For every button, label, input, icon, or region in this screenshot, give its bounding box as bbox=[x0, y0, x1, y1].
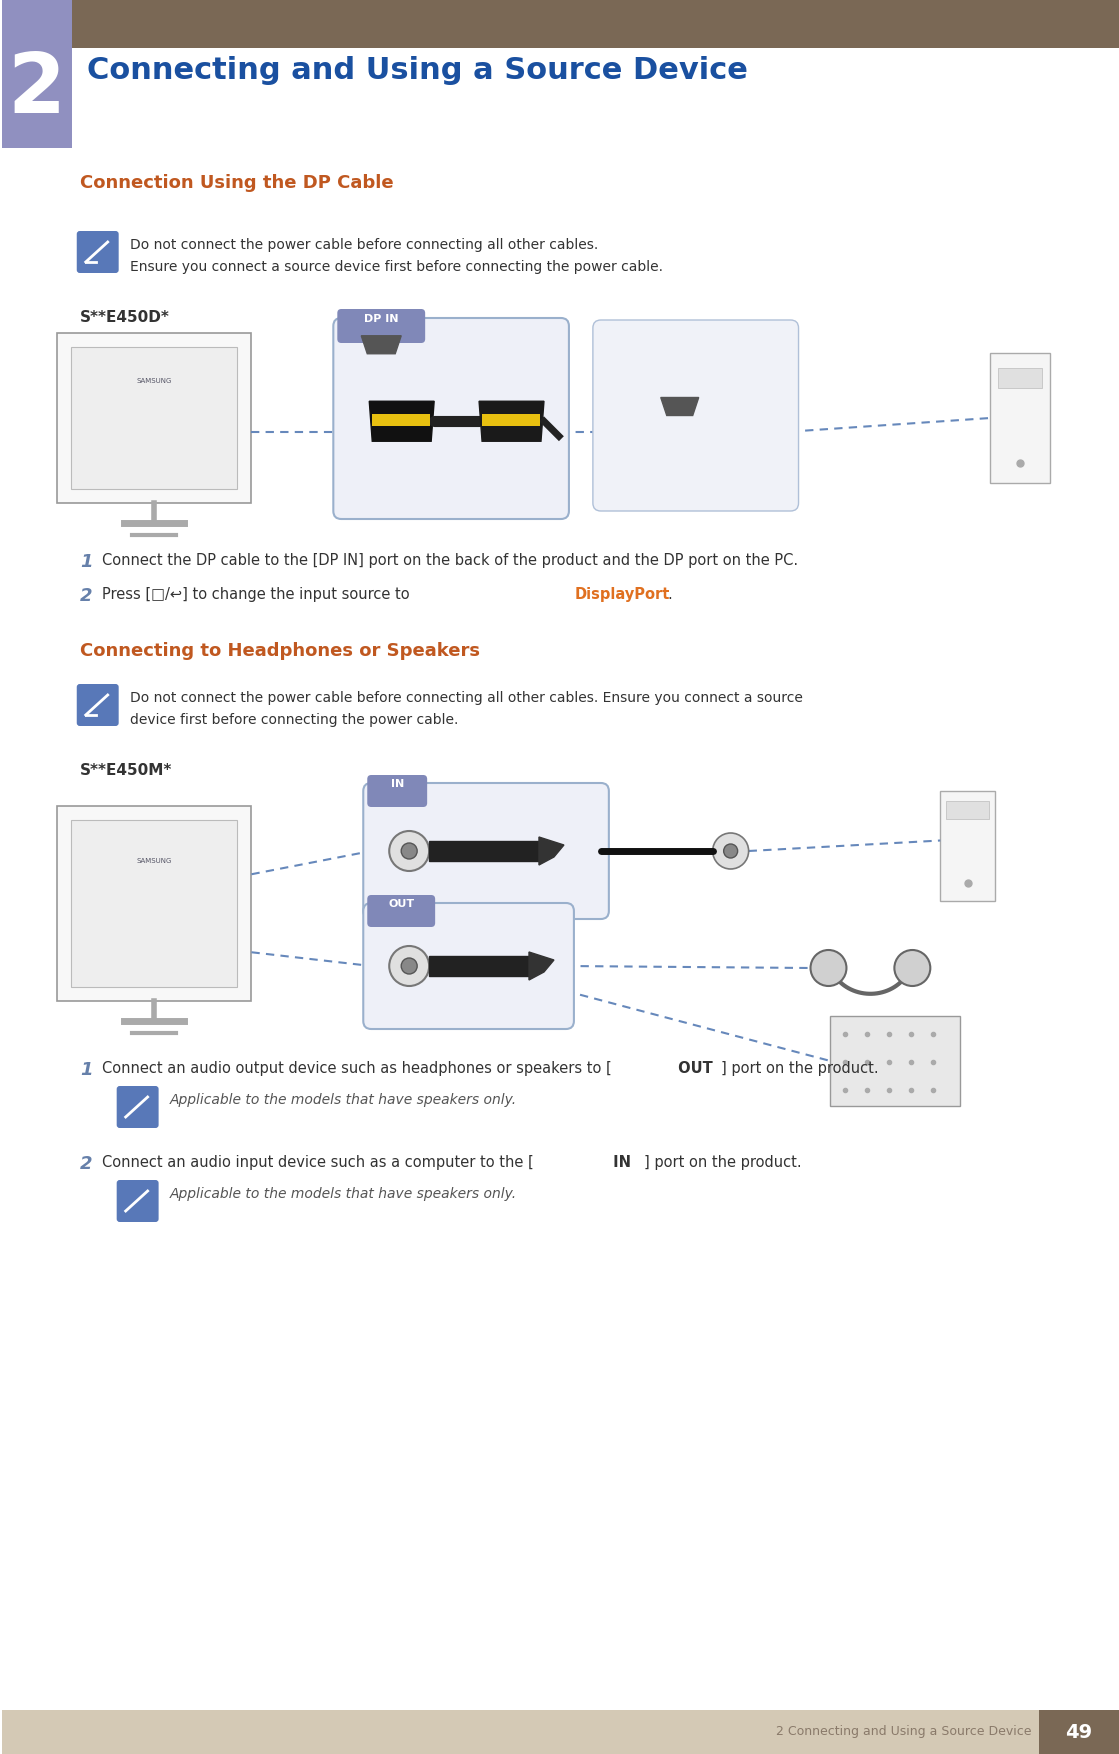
Bar bbox=[482, 414, 540, 426]
Bar bbox=[70, 821, 237, 988]
Text: IN: IN bbox=[608, 1154, 636, 1170]
Bar bbox=[2, 0, 1119, 47]
Text: SAMSUNG: SAMSUNG bbox=[137, 858, 172, 863]
Bar bbox=[70, 347, 237, 489]
Bar bbox=[830, 1016, 960, 1107]
Text: S**E450D*: S**E450D* bbox=[79, 310, 170, 324]
Text: Connect the DP cable to the [DP IN] port on the back of the product and the DP p: Connect the DP cable to the [DP IN] port… bbox=[102, 553, 798, 568]
Text: Connect an audio input device such as a computer to the [: Connect an audio input device such as a … bbox=[102, 1154, 534, 1170]
Text: 2: 2 bbox=[79, 588, 92, 605]
Text: SAMSUNG: SAMSUNG bbox=[137, 377, 172, 384]
Text: Connecting to Headphones or Speakers: Connecting to Headphones or Speakers bbox=[79, 642, 480, 660]
Text: Do not connect the power cable before connecting all other cables. Ensure you co: Do not connect the power cable before co… bbox=[130, 691, 802, 705]
FancyBboxPatch shape bbox=[367, 895, 435, 928]
Text: Ensure you connect a source device first before connecting the power cable.: Ensure you connect a source device first… bbox=[130, 260, 662, 274]
Bar bbox=[2, 0, 72, 147]
Polygon shape bbox=[430, 840, 539, 861]
FancyBboxPatch shape bbox=[337, 309, 425, 344]
Text: 1: 1 bbox=[79, 553, 92, 572]
Text: Connection Using the DP Cable: Connection Using the DP Cable bbox=[79, 174, 394, 191]
Polygon shape bbox=[529, 952, 554, 980]
Circle shape bbox=[810, 951, 846, 986]
Circle shape bbox=[713, 833, 749, 868]
FancyBboxPatch shape bbox=[364, 782, 609, 919]
Polygon shape bbox=[539, 837, 564, 865]
Text: 2: 2 bbox=[79, 1154, 92, 1173]
Text: Press [□/↩] to change the input source to: Press [□/↩] to change the input source t… bbox=[102, 588, 414, 602]
Text: DP IN: DP IN bbox=[364, 314, 398, 324]
Text: OUT: OUT bbox=[673, 1061, 717, 1075]
Polygon shape bbox=[660, 398, 698, 416]
Polygon shape bbox=[361, 335, 402, 354]
Text: 2: 2 bbox=[8, 49, 66, 130]
Text: Applicable to the models that have speakers only.: Applicable to the models that have speak… bbox=[170, 1187, 517, 1201]
FancyBboxPatch shape bbox=[116, 1086, 159, 1128]
Text: OUT: OUT bbox=[388, 900, 414, 909]
Circle shape bbox=[894, 951, 930, 986]
Text: Applicable to the models that have speakers only.: Applicable to the models that have speak… bbox=[170, 1093, 517, 1107]
Circle shape bbox=[389, 831, 430, 872]
FancyBboxPatch shape bbox=[367, 775, 427, 807]
FancyBboxPatch shape bbox=[593, 319, 799, 510]
Text: .: . bbox=[668, 588, 673, 602]
Polygon shape bbox=[430, 956, 529, 975]
Polygon shape bbox=[479, 402, 544, 442]
Text: Do not connect the power cable before connecting all other cables.: Do not connect the power cable before co… bbox=[130, 239, 598, 253]
Text: 49: 49 bbox=[1065, 1722, 1092, 1742]
FancyBboxPatch shape bbox=[364, 903, 574, 1030]
Text: Connecting and Using a Source Device: Connecting and Using a Source Device bbox=[87, 56, 747, 84]
Text: ] port on the product.: ] port on the product. bbox=[643, 1154, 801, 1170]
Bar bbox=[2, 1710, 1119, 1754]
FancyBboxPatch shape bbox=[333, 317, 568, 519]
Bar bbox=[373, 414, 430, 426]
FancyBboxPatch shape bbox=[116, 1180, 159, 1223]
Text: DisplayPort: DisplayPort bbox=[575, 588, 670, 602]
Text: IN: IN bbox=[391, 779, 404, 789]
Text: 1: 1 bbox=[79, 1061, 92, 1079]
Text: 2 Connecting and Using a Source Device: 2 Connecting and Using a Source Device bbox=[775, 1726, 1031, 1738]
Bar bbox=[998, 368, 1042, 388]
FancyBboxPatch shape bbox=[77, 232, 119, 274]
Bar bbox=[940, 791, 995, 902]
Circle shape bbox=[402, 844, 417, 859]
FancyBboxPatch shape bbox=[77, 684, 119, 726]
Bar bbox=[947, 802, 989, 819]
Text: ] port on the product.: ] port on the product. bbox=[721, 1061, 878, 1075]
Circle shape bbox=[402, 958, 417, 973]
Bar bbox=[57, 807, 252, 1002]
Text: S**E450M*: S**E450M* bbox=[79, 763, 172, 779]
Bar bbox=[990, 353, 1050, 482]
Circle shape bbox=[389, 945, 430, 986]
Text: device first before connecting the power cable.: device first before connecting the power… bbox=[130, 712, 458, 726]
Circle shape bbox=[724, 844, 737, 858]
Text: Connect an audio output device such as headphones or speakers to [: Connect an audio output device such as h… bbox=[102, 1061, 611, 1075]
Bar bbox=[57, 333, 252, 503]
Bar bbox=[1040, 1710, 1119, 1754]
Polygon shape bbox=[369, 402, 434, 442]
